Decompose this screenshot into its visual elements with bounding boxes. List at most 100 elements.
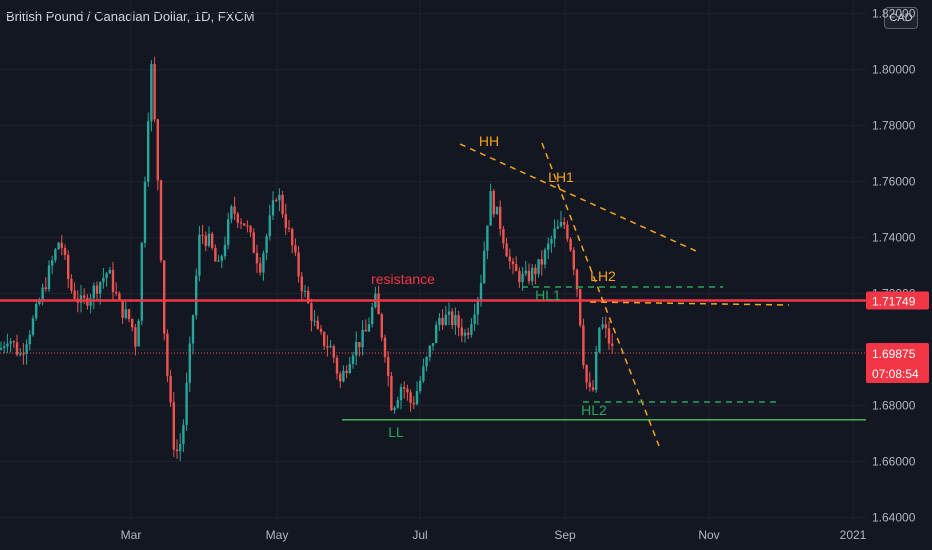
candle-body xyxy=(390,375,393,411)
candle-body xyxy=(470,324,473,335)
candle-body xyxy=(92,285,95,299)
candle-body xyxy=(409,392,412,403)
annotation-resistance: resistance xyxy=(371,271,435,287)
candle-body xyxy=(345,370,348,374)
candle-body xyxy=(457,315,460,328)
candle-body xyxy=(412,402,415,405)
candle-body xyxy=(105,273,108,278)
candle-body xyxy=(348,363,351,374)
candle-body xyxy=(220,256,223,261)
candle-body xyxy=(47,265,51,290)
candle-body xyxy=(307,290,310,304)
candle-body xyxy=(361,329,364,348)
candle-body xyxy=(54,249,57,261)
candle-body xyxy=(556,226,559,229)
candle-body xyxy=(326,346,329,348)
candle-body xyxy=(403,387,406,389)
candle-body xyxy=(99,282,102,294)
candle-body xyxy=(57,242,60,250)
candle-body xyxy=(246,225,249,227)
candle-body xyxy=(19,353,22,355)
candle-body xyxy=(425,357,428,367)
annotation-hh: HH xyxy=(479,133,499,149)
candle-body xyxy=(547,243,550,250)
candle-body xyxy=(559,222,563,227)
candle-body xyxy=(537,259,540,274)
candle-body xyxy=(508,256,511,262)
candle-body xyxy=(499,206,502,229)
candle-body xyxy=(6,343,9,347)
candle-body xyxy=(15,342,19,355)
candle-body xyxy=(387,356,390,376)
candle-body xyxy=(297,252,300,277)
time-tick-label: 2021 xyxy=(840,528,867,542)
candle-body xyxy=(179,444,182,452)
annotation-lh1: LH1 xyxy=(548,169,574,185)
candle-body xyxy=(25,344,28,354)
candle-body xyxy=(393,407,396,411)
candle-body xyxy=(207,233,211,246)
candle-body xyxy=(73,290,76,299)
candle-body xyxy=(67,255,70,279)
time-tick-label: May xyxy=(266,528,289,542)
candle-body xyxy=(281,194,284,215)
candle-body xyxy=(454,315,457,326)
candle-body xyxy=(28,334,31,345)
candle-body xyxy=(166,333,169,377)
drawings: HH LH1 LH2 HL1 HL2 LL resistance xyxy=(0,133,866,447)
candle-body xyxy=(422,366,425,381)
candle-body xyxy=(95,285,99,294)
candle-body xyxy=(259,263,262,273)
candle-body xyxy=(601,324,604,328)
candle-body xyxy=(543,249,547,265)
candle-body xyxy=(201,234,204,236)
candle-body xyxy=(406,388,409,393)
time-axis: Mar May Jul Sep Nov 2021 xyxy=(121,528,867,542)
price-tick-label: 1.82000 xyxy=(872,7,916,21)
candle-body xyxy=(294,245,297,253)
candle-body xyxy=(415,391,419,405)
price-axis: 1.640001.660001.680001.700001.720001.740… xyxy=(866,7,929,525)
candle-body xyxy=(495,206,499,215)
candle-body xyxy=(230,206,233,220)
candle-body xyxy=(380,314,383,338)
candle-body xyxy=(227,219,230,245)
candle-body xyxy=(182,424,185,445)
candle-body xyxy=(12,341,15,343)
countdown-tag: 07:08:54 xyxy=(872,367,919,381)
candle-body xyxy=(127,309,131,320)
candle-body xyxy=(115,292,118,294)
candle-body xyxy=(515,264,518,272)
candle-body xyxy=(604,324,607,329)
candle-body xyxy=(438,317,441,325)
candle-body xyxy=(358,342,361,348)
candle-body xyxy=(265,236,268,253)
candle-body xyxy=(489,190,492,226)
currency-button[interactable]: CAD xyxy=(884,7,918,29)
candle-body xyxy=(595,351,598,391)
candle-body xyxy=(313,320,316,322)
candle-body xyxy=(332,346,335,358)
candle-body xyxy=(451,311,454,326)
candle-body xyxy=(588,382,591,388)
candle-body xyxy=(550,238,553,244)
candle-body xyxy=(204,235,207,246)
candle-body xyxy=(377,293,380,315)
candle-body xyxy=(419,380,422,392)
trendline-lh2 xyxy=(589,301,790,306)
annotation-lh2: LH2 xyxy=(590,268,616,284)
candle-body xyxy=(531,267,534,282)
candle-body xyxy=(540,259,543,265)
price-tick-label: 1.68000 xyxy=(872,399,916,413)
candle-body xyxy=(9,341,12,344)
candle-body xyxy=(275,200,278,202)
candle-body xyxy=(111,269,115,293)
price-tick-label: 1.64000 xyxy=(872,511,916,525)
candle-body xyxy=(399,387,403,401)
candle-body xyxy=(41,287,44,302)
candle-body xyxy=(51,260,54,266)
candle-body xyxy=(239,222,243,224)
candle-body xyxy=(252,232,255,253)
candle-body xyxy=(476,299,479,315)
